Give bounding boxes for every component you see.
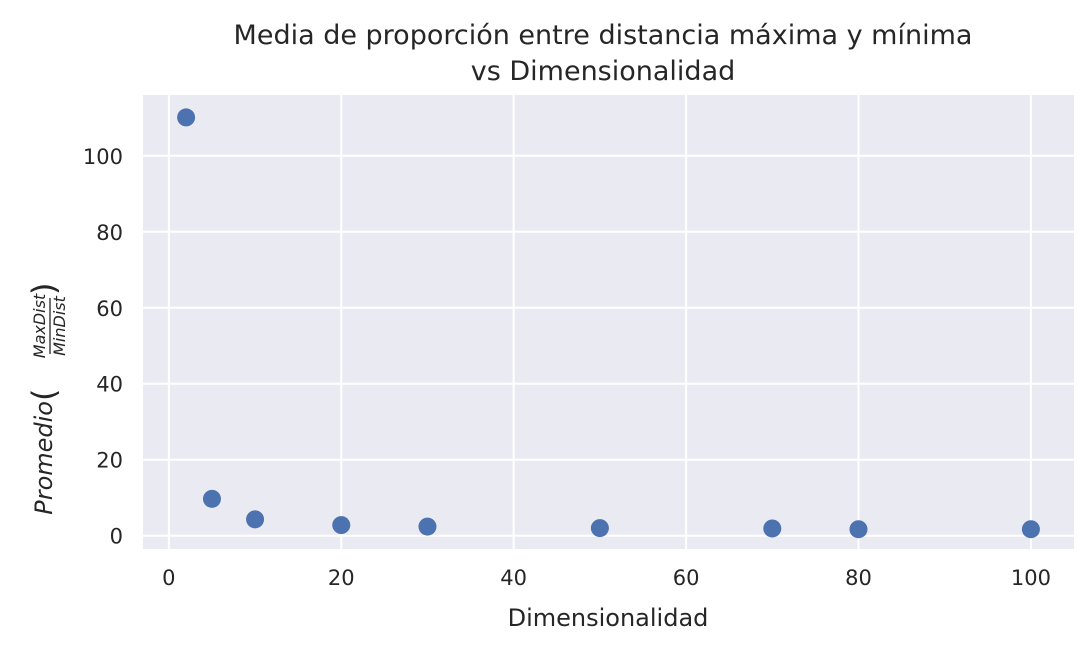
x-tick-label: 100: [1011, 566, 1051, 590]
data-point: [763, 519, 782, 538]
x-tick-label: 60: [673, 566, 700, 590]
plot-area: [143, 95, 1074, 549]
y-axis-label-denominator: MinDist: [50, 295, 69, 355]
y-tick-label: 80: [96, 221, 123, 245]
y-tick-labels: 0 20 40 60 80 100: [83, 145, 123, 549]
y-axis-label-numerator: MaxDist: [30, 293, 49, 358]
data-point: [1021, 520, 1040, 539]
data-point: [332, 516, 351, 535]
x-tick-label: 0: [162, 566, 175, 590]
y-tick-label: 0: [110, 525, 123, 549]
data-point: [246, 510, 265, 529]
x-tick-labels: 0 20 40 60 80 100: [162, 566, 1051, 590]
data-point: [202, 489, 221, 508]
y-axis-label: Promedio ( MaxDist MinDist ): [25, 283, 69, 515]
data-points: [177, 108, 1040, 539]
y-tick-label: 60: [96, 297, 123, 321]
chart-title-line1: Media de proporción entre distancia máxi…: [234, 20, 973, 51]
data-point: [177, 108, 196, 127]
data-point: [849, 520, 868, 539]
grid: [143, 95, 1074, 549]
y-axis-label-prefix: Promedio: [30, 401, 58, 515]
x-tick-label: 80: [845, 566, 872, 590]
y-tick-label: 20: [96, 449, 123, 473]
data-point: [418, 517, 437, 536]
chart-title-line2: vs Dimensionalidad: [471, 56, 736, 87]
y-axis-label-left-paren: (: [25, 389, 63, 401]
y-tick-label: 100: [83, 145, 123, 169]
y-tick-label: 40: [96, 373, 123, 397]
x-axis-label: Dimensionalidad: [508, 604, 709, 632]
x-tick-label: 20: [328, 566, 355, 590]
y-axis-label-right-paren: ): [25, 283, 63, 295]
data-point: [590, 519, 609, 538]
x-tick-label: 40: [500, 566, 527, 590]
